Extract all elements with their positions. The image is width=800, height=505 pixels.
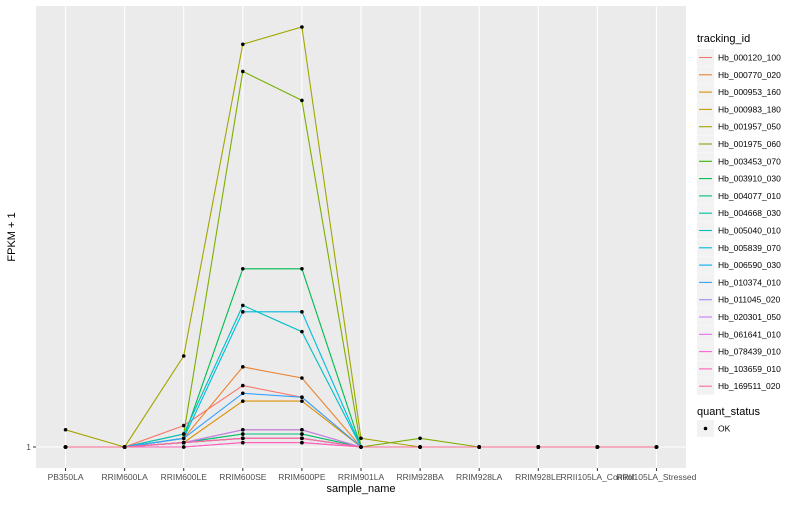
data-point	[241, 432, 245, 436]
data-point	[300, 329, 304, 334]
data-point	[241, 303, 245, 308]
data-point	[241, 440, 245, 445]
data-point	[300, 436, 304, 441]
x-tick-label: RRIM928BA	[396, 472, 444, 482]
data-point	[241, 365, 245, 369]
x-tick-label: RRIM928LE	[515, 472, 562, 482]
legend-item-label: Hb_003453_070	[718, 156, 781, 166]
data-point	[241, 383, 245, 388]
legend-item-label: Hb_005839_070	[718, 243, 781, 253]
shape-legend: quant_status OK	[697, 406, 760, 437]
data-point	[241, 399, 245, 403]
legend-item-label: Hb_078439_010	[718, 347, 781, 357]
y-tick-label: 1	[26, 442, 31, 452]
x-tick-label: RRIM600LA	[101, 472, 148, 482]
data-point	[181, 432, 186, 436]
x-tick-label: RRII105LA_Control	[561, 472, 635, 482]
data-point	[654, 445, 659, 449]
data-point	[181, 440, 186, 445]
data-point	[122, 445, 127, 449]
legend-item-label: Hb_003910_030	[718, 174, 781, 184]
data-point	[300, 432, 304, 436]
x-tick-label: PB350LA	[48, 472, 84, 482]
legend-item-label: Hb_169511_020	[718, 381, 781, 391]
legend-item-label: Hb_000770_020	[718, 70, 781, 80]
data-point	[359, 445, 363, 449]
legend-item-label: Hb_000983_180	[718, 104, 781, 114]
legend-item-label: Hb_020301_050	[718, 312, 781, 322]
x-tick-label: RRII105LA_Stressed	[617, 472, 697, 482]
legend-title: tracking_id	[697, 33, 750, 45]
data-point	[181, 423, 186, 428]
data-point	[300, 98, 304, 103]
data-point	[418, 445, 422, 449]
data-point	[300, 440, 304, 445]
legend-item-label: Hb_001957_050	[718, 122, 781, 132]
legend-item-label: Hb_061641_010	[718, 329, 781, 339]
legend-item-label: Hb_004077_010	[718, 191, 781, 201]
data-point	[241, 42, 245, 47]
data-point	[595, 445, 600, 449]
data-point	[300, 310, 304, 314]
shape-legend-label: OK	[718, 424, 731, 434]
shape-legend-title: quant_status	[697, 406, 760, 418]
data-point	[300, 266, 304, 271]
data-point	[181, 445, 186, 449]
x-axis: PB350LA RRIM600LA RRIM600LE RRIM600SE RRIM60…	[48, 468, 697, 482]
x-tick-label: RRIM600SE	[219, 472, 267, 482]
legend-item-label: Hb_004668_030	[718, 208, 781, 218]
data-point	[477, 445, 481, 449]
legend-item-label: Hb_000953_160	[718, 87, 781, 97]
data-point	[300, 427, 304, 432]
legend: tracking_id Hb_000120_100 Hb_000770_020 Hb…	[697, 33, 781, 395]
data-points	[63, 25, 659, 449]
data-point	[300, 395, 304, 399]
data-point	[181, 436, 186, 441]
data-point	[63, 427, 68, 432]
data-point	[359, 436, 363, 441]
legend-item-label: Hb_005040_010	[718, 226, 781, 236]
data-point	[241, 436, 245, 441]
data-point	[241, 427, 245, 432]
data-point	[418, 436, 422, 441]
x-tick-label: RRIM600PE	[278, 472, 326, 482]
x-tick-label: RRIM600LE	[161, 472, 208, 482]
data-point	[241, 69, 245, 74]
data-point	[241, 310, 245, 314]
y-axis-label: FPKM + 1	[6, 212, 18, 261]
legend-item-label: Hb_000120_100	[718, 53, 781, 63]
legend-item-label: Hb_103659_010	[718, 364, 781, 374]
data-point	[63, 445, 68, 449]
legend-item-label: Hb_011045_020	[718, 295, 781, 305]
x-tick-label: RRIM901LA	[338, 472, 385, 482]
shape-legend-point	[703, 426, 708, 431]
legend-item-label: Hb_010374_010	[718, 277, 781, 287]
data-point	[300, 25, 304, 29]
x-axis-label: sample_name	[326, 483, 395, 495]
data-point	[241, 266, 245, 271]
legend-item-label: Hb_006590_030	[718, 260, 781, 270]
data-point	[536, 445, 541, 449]
y-axis: 1	[26, 442, 36, 452]
data-point	[300, 376, 304, 380]
gridlines	[36, 6, 686, 468]
data-point	[300, 399, 304, 403]
legend-item-label: Hb_001975_060	[718, 139, 781, 149]
x-tick-label: RRIM928LA	[456, 472, 503, 482]
data-point	[241, 391, 245, 396]
data-point	[181, 354, 186, 358]
